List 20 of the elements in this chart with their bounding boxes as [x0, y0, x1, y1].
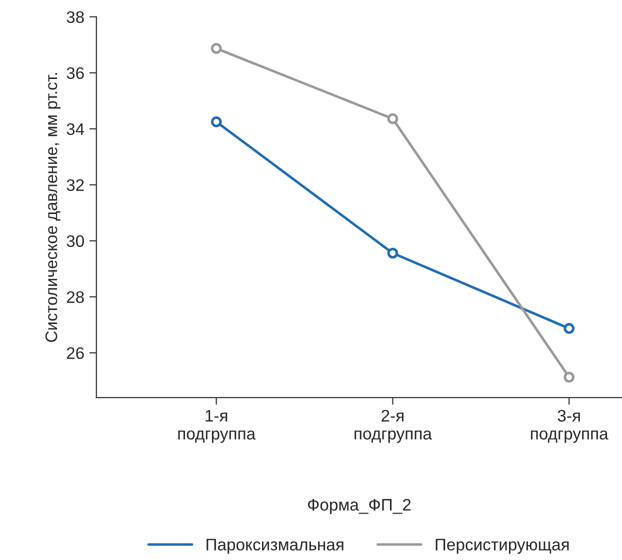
y-tick-label: 36 — [66, 67, 84, 80]
y-tick-label: 30 — [66, 235, 84, 248]
y-axis-title: Систолическое давление, мм рт.ст. — [45, 73, 61, 342]
y-tick-label: 38 — [66, 11, 84, 24]
y-tick-label: 34 — [66, 123, 84, 136]
legend-label: Пароксизмальная — [206, 538, 344, 554]
x-axis-title: Форма_ФП_2 — [308, 498, 411, 514]
point — [387, 248, 398, 259]
y-tick-label: 32 — [66, 179, 84, 192]
y-tick-label: 26 — [66, 347, 84, 360]
point — [210, 43, 222, 54]
x-tick-label: 2-я подгруппа — [354, 410, 432, 443]
point — [387, 113, 398, 124]
x-tick-label: 3-я подгруппа — [531, 410, 608, 443]
point — [564, 323, 575, 334]
y-tick-label: 28 — [66, 291, 84, 304]
x-tick-label: 1-я подгруппа — [178, 410, 256, 443]
point — [564, 372, 575, 383]
point — [210, 116, 222, 128]
legend-label: Персистирующая — [436, 538, 569, 554]
